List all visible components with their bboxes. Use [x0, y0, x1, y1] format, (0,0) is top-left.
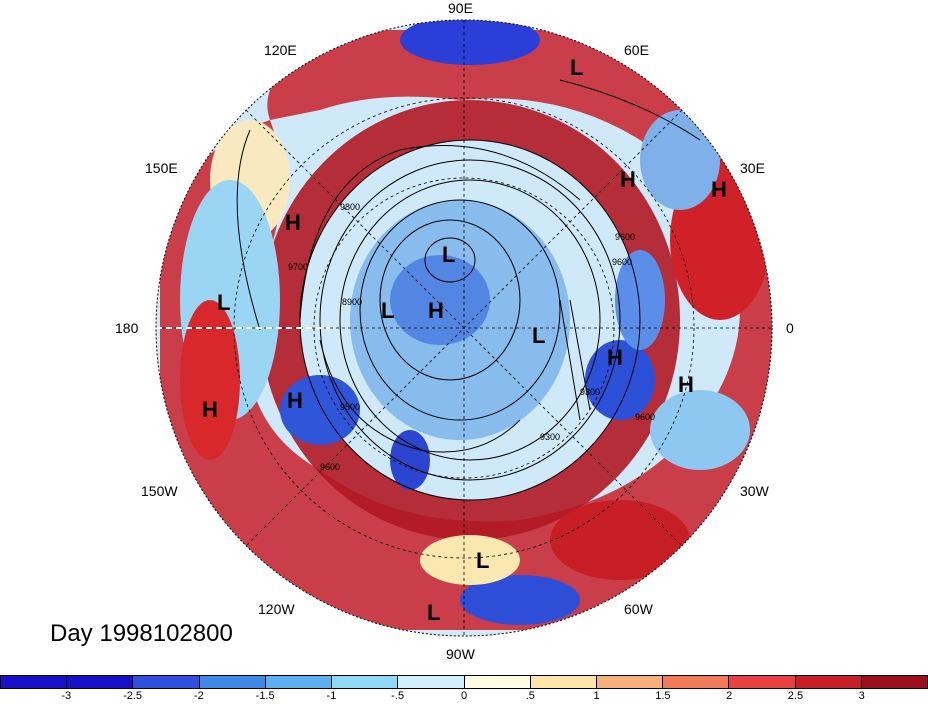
colorbar-tick-label: 2.5 [787, 690, 804, 702]
contour-label: 9300 [580, 387, 600, 397]
map-boundary [155, 19, 773, 637]
low-marker: L [217, 290, 230, 315]
low-marker: L [570, 55, 583, 80]
high-marker: H [620, 167, 636, 192]
colorbar-cell [663, 676, 730, 688]
low-marker: L [476, 548, 489, 573]
contour-label: 8900 [342, 297, 362, 307]
lon-label-150w: 150W [141, 483, 178, 499]
anomaly-field [156, 20, 772, 636]
high-marker: H [607, 345, 623, 370]
colorbar-tick-label: 1.5 [655, 690, 671, 702]
colorbar-cell [265, 676, 333, 688]
colorbar-tick-label: -1.5 [255, 690, 275, 702]
height-contours [236, 79, 701, 501]
high-marker: H [428, 298, 444, 323]
lon-label-120e: 120E [264, 42, 297, 58]
colorbar-cell [332, 676, 399, 688]
lon-label-60e: 60E [624, 42, 649, 58]
low-marker: L [442, 242, 455, 267]
colorbar-cell [133, 676, 200, 688]
colorbar-tick-label: .5 [525, 690, 535, 702]
low-marker: L [381, 298, 394, 323]
lon-label-30e: 30E [740, 160, 765, 176]
colorbar-cell [861, 676, 928, 688]
high-marker: H [202, 397, 218, 422]
colorbar-tick-label: 0 [460, 690, 468, 702]
day-label: Day 1998102800 [50, 620, 233, 647]
lon-label-60w: 60W [624, 601, 654, 617]
contour-labels: 9800 9700 8900 9300 9600 9300 9600 9500 … [288, 202, 655, 472]
contour-label: 9700 [288, 262, 308, 272]
colorbar-cell [398, 676, 465, 688]
colorbar-cell [795, 676, 862, 688]
contour-label: 9600 [635, 412, 655, 422]
colorbar-cell [1, 676, 68, 688]
colorbar-cell [199, 676, 266, 688]
lon-label-150e: 150E [145, 160, 178, 176]
colorbar-tick-label: 3 [858, 690, 865, 702]
longitude-labels: 90E 60E 120E 150E 30E 180 0 150W 30W 120… [115, 0, 794, 662]
high-marker: H [711, 177, 727, 202]
colorbar-tick-label: 2 [726, 690, 733, 702]
colorbar-tick-label: 1 [593, 690, 600, 702]
colorbar-cell [67, 676, 134, 688]
colorbar-cell [596, 676, 664, 688]
colorbar [0, 675, 928, 689]
contour-label: 9600 [615, 232, 635, 242]
lon-label-120w: 120W [258, 601, 295, 617]
high-marker: H [287, 388, 303, 413]
colorbar-tick-label: -1 [326, 690, 337, 702]
contour-label: 9500 [340, 402, 360, 412]
contour-label: 9800 [340, 202, 360, 212]
lon-label-30w: 30W [740, 483, 770, 499]
contour-label: 9300 [540, 432, 560, 442]
colorbar-tick-label: -3 [61, 690, 72, 702]
high-marker: H [678, 372, 694, 397]
lon-label-90w: 90W [446, 646, 476, 662]
colorbar-cell [729, 676, 796, 688]
lon-label-0: 0 [786, 320, 794, 336]
low-marker: L [532, 323, 545, 348]
lon-label-90e: 90E [448, 0, 473, 16]
pressure-markers: L H H H H L L H L L H H H H L L [202, 55, 727, 625]
contour-label: 9600 [612, 257, 632, 267]
colorbar-tick-label: -.5 [391, 690, 405, 702]
colorbar-cell [530, 676, 597, 688]
low-marker: L [427, 600, 440, 625]
colorbar-tick-label: -2 [193, 690, 204, 702]
high-marker: H [285, 210, 301, 235]
contour-label: 9600 [320, 462, 340, 472]
colorbar-tick-label: -2.5 [123, 690, 143, 702]
lon-label-180: 180 [115, 320, 139, 336]
colorbar-ticks: -3 -2.5 -2 -1.5 -1 -.5 0 .5 1 1.5 2 2.5 3 [0, 690, 928, 704]
colorbar-cell [464, 676, 531, 688]
